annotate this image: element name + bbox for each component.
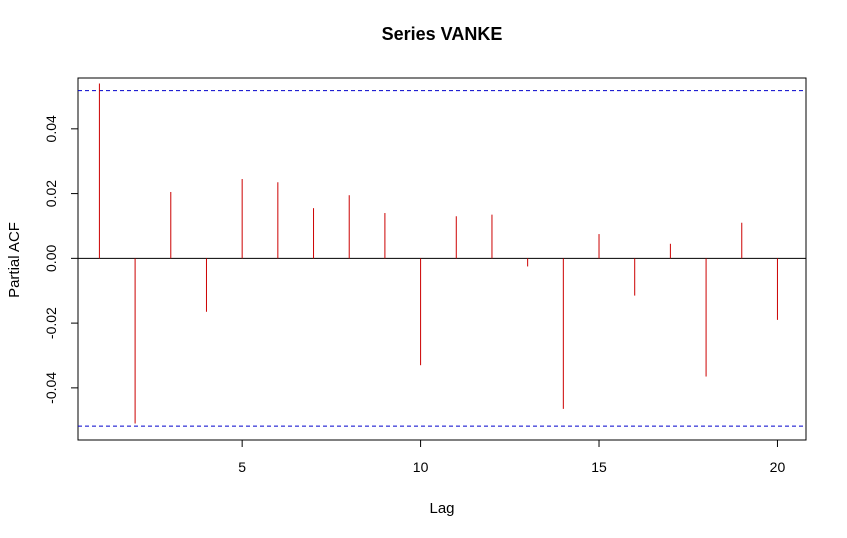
x-tick-label-5: 5 xyxy=(238,459,246,475)
y-axis-label: Partial ACF xyxy=(6,222,23,298)
x-axis-label: Lag xyxy=(429,500,454,517)
plot-area xyxy=(77,77,807,441)
x-axis: 5 10 15 20 xyxy=(238,440,785,475)
y-axis: -0.04 -0.02 0.00 0.02 0.04 xyxy=(43,115,78,404)
y-tick-label--0.02: -0.02 xyxy=(43,307,59,339)
chart-title: Series VANKE xyxy=(382,24,503,44)
y-tick-label--0.04: -0.04 xyxy=(43,372,59,404)
plot-frame xyxy=(77,77,807,441)
x-tick-label-20: 20 xyxy=(770,459,786,475)
x-tick-label-10: 10 xyxy=(413,459,429,475)
y-tick-label-0.04: 0.04 xyxy=(43,115,59,142)
y-tick-label-0.02: 0.02 xyxy=(43,180,59,207)
y-tick-label-0.00: 0.00 xyxy=(43,245,59,272)
x-tick-label-15: 15 xyxy=(591,459,607,475)
